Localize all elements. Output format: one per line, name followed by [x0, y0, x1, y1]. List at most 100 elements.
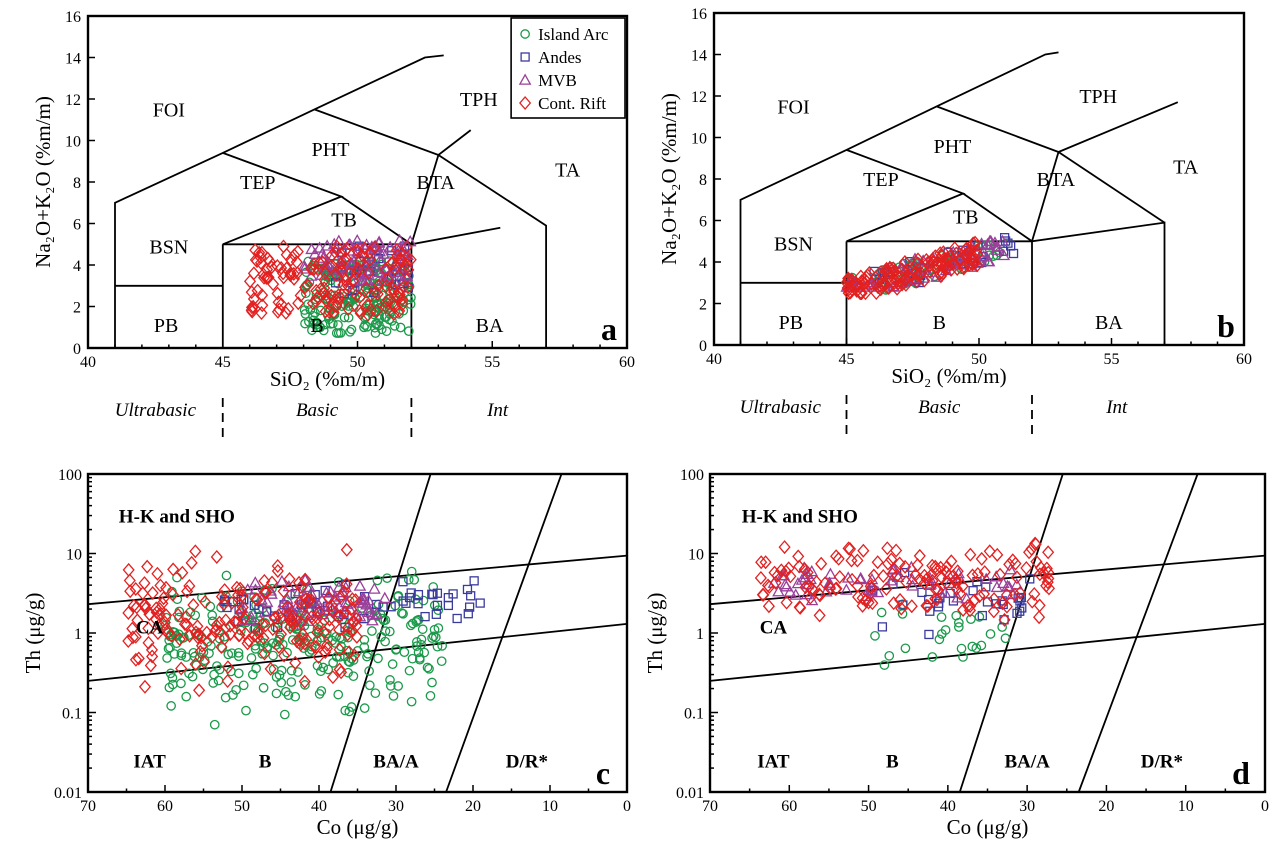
- data-point: [462, 584, 473, 595]
- y-tick-label: 12: [691, 89, 707, 106]
- field-label-ba: BA: [1095, 312, 1123, 334]
- data-point: [422, 662, 433, 673]
- y-tick-label: 0: [73, 341, 81, 358]
- data-point: [255, 306, 268, 321]
- data-point: [396, 608, 407, 618]
- data-point: [967, 641, 978, 652]
- data-point: [1042, 571, 1055, 586]
- data-point: [464, 602, 475, 612]
- data-point: [326, 670, 339, 685]
- data-point: [414, 654, 425, 665]
- data-point: [221, 570, 232, 581]
- y-tick-label: 8: [699, 172, 707, 189]
- data-point: [376, 324, 387, 335]
- data-point: [293, 575, 306, 590]
- data-point: [404, 252, 417, 267]
- field-label-foi: FOI: [153, 99, 185, 121]
- data-point: [245, 285, 258, 300]
- data-point: [142, 635, 155, 650]
- data-point: [275, 574, 289, 587]
- data-point: [173, 632, 186, 647]
- data-point: [757, 587, 770, 602]
- data-point: [345, 602, 358, 617]
- data-point: [142, 621, 155, 636]
- field-label-b: B: [886, 751, 899, 772]
- data-point: [210, 549, 223, 564]
- data-point: [310, 639, 323, 654]
- data-point: [271, 259, 284, 274]
- data-point: [169, 649, 180, 659]
- class-label-ultrabasic: Ultrabasic: [740, 397, 822, 418]
- data-point: [364, 680, 375, 691]
- data-point: [380, 279, 393, 294]
- data-point: [241, 705, 251, 716]
- data-point: [258, 573, 271, 588]
- legend-marker: [520, 52, 530, 62]
- data-point: [920, 572, 933, 587]
- data-point: [934, 634, 945, 645]
- data-point: [296, 627, 310, 642]
- data-point: [180, 617, 193, 632]
- data-point: [215, 639, 228, 654]
- data-point: [890, 543, 903, 558]
- series-cont-rift: [754, 536, 1056, 627]
- data-point: [330, 299, 343, 314]
- data-point: [234, 581, 247, 596]
- data-point: [323, 664, 334, 675]
- x-axis-label: Co (μg/g): [947, 815, 1029, 839]
- data-point: [165, 642, 175, 653]
- data-point: [166, 701, 177, 711]
- data-point: [778, 577, 792, 590]
- data-point: [297, 259, 311, 271]
- data-point: [819, 576, 832, 591]
- data-point: [298, 262, 311, 274]
- data-point: [369, 322, 380, 333]
- data-point: [871, 555, 884, 570]
- data-point: [432, 600, 443, 611]
- data-point: [881, 541, 894, 556]
- data-point: [311, 290, 324, 305]
- field-label-pb: PB: [154, 315, 178, 337]
- field-label-iat: IAT: [133, 751, 166, 772]
- data-point: [339, 243, 352, 258]
- legend-box: [510, 17, 626, 119]
- x-tick-label: 40: [706, 351, 722, 368]
- data-point: [350, 233, 364, 246]
- data-point: [913, 548, 926, 563]
- data-point: [929, 582, 942, 597]
- data-point: [921, 599, 934, 614]
- data-point: [213, 624, 226, 639]
- data-point: [443, 600, 454, 611]
- data-point: [867, 280, 881, 292]
- data-point: [1000, 233, 1010, 243]
- field-label-b: B: [933, 312, 946, 334]
- data-point: [905, 599, 918, 614]
- data-point: [370, 688, 381, 699]
- data-point: [233, 647, 244, 658]
- x-tick-label: 40: [940, 798, 956, 815]
- data-point: [1012, 608, 1022, 618]
- data-point: [300, 318, 310, 329]
- data-point: [413, 647, 424, 658]
- data-point: [842, 282, 855, 297]
- data-point: [985, 629, 996, 639]
- data-point: [251, 629, 264, 644]
- data-point: [334, 608, 347, 623]
- data-point: [156, 596, 169, 611]
- data-point: [141, 559, 154, 574]
- data-point: [383, 240, 397, 252]
- data-point: [276, 677, 287, 688]
- legend-marker: [520, 29, 530, 39]
- data-point: [823, 576, 836, 588]
- data-point: [771, 568, 784, 583]
- data-point: [893, 556, 906, 571]
- x-tick-label: 10: [1178, 798, 1194, 815]
- data-point: [935, 265, 948, 280]
- data-point: [161, 626, 174, 641]
- data-point: [918, 273, 931, 288]
- data-point: [298, 597, 311, 612]
- data-point: [271, 286, 284, 301]
- data-point: [813, 587, 826, 602]
- class-label-basic: Basic: [296, 400, 339, 421]
